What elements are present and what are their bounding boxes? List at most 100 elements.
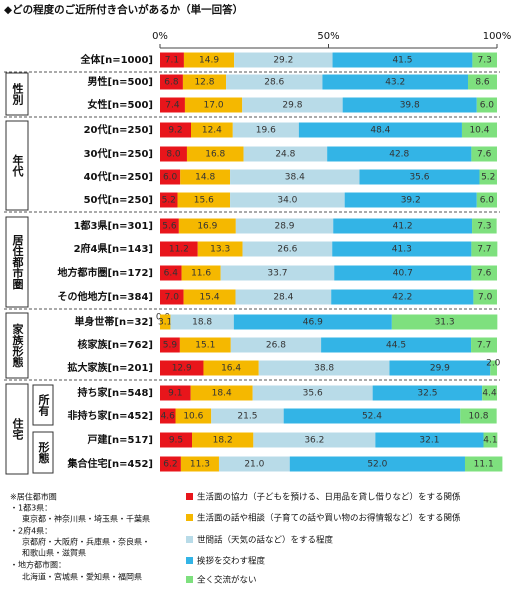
value-label: 38.4 (285, 173, 305, 183)
value-label: 11.1 (474, 460, 494, 470)
value-label: 39.2 (401, 196, 421, 206)
value-label: 7.7 (477, 341, 491, 351)
bar-segment (233, 314, 392, 330)
bar-segment (160, 169, 181, 185)
value-label: 7.3 (477, 222, 491, 232)
subgroup-label: 形態 (37, 441, 50, 463)
legend-swatch (186, 536, 193, 543)
bar-segment (230, 337, 322, 353)
bar-segment (283, 408, 461, 424)
bar-segment (177, 192, 231, 208)
bar-segment (243, 146, 328, 162)
value-label: 31.3 (435, 318, 455, 328)
value-label: 5.2 (162, 196, 176, 206)
bar-segment (391, 314, 498, 330)
bar-segment (473, 289, 497, 305)
category-label: 戸建[n=517] (87, 433, 153, 446)
value-label: 14.9 (199, 56, 219, 66)
bar-segment (298, 122, 462, 138)
value-label: 2.0 (486, 359, 501, 369)
group-label: 住宅 (11, 417, 24, 441)
bar-segment (160, 337, 180, 353)
category-label: 20代[n=250] (84, 123, 153, 136)
value-label: 11.3 (190, 460, 210, 470)
value-label: 28.6 (264, 78, 284, 88)
category-label: 女性[n=500] (87, 98, 153, 111)
footnote: ・1都3県： (10, 504, 52, 513)
value-label: 18.8 (192, 318, 212, 328)
category-label: 40代[n=250] (84, 170, 153, 183)
bar-segment (334, 265, 472, 281)
category-label: 30代[n=250] (84, 147, 153, 160)
bar-segment (472, 52, 497, 68)
value-label: 9.2 (168, 126, 182, 136)
bar-segment (160, 360, 204, 376)
bar-segment (160, 52, 184, 68)
value-label: 42.8 (389, 150, 409, 160)
group-label: 家族形態 (11, 322, 24, 367)
value-label: 3.1 (158, 318, 172, 328)
value-label: 32.5 (417, 389, 437, 399)
bar-segment (289, 456, 465, 472)
bar-segment (226, 74, 323, 90)
value-label: 44.5 (386, 341, 406, 351)
legend-label: 全く交流がない (197, 575, 257, 586)
value-label: 29.8 (282, 101, 302, 111)
legend-label: 世間話（天気の話など）をする程度 (197, 535, 334, 546)
bar-segment (160, 265, 182, 281)
value-label: 6.4 (164, 269, 179, 279)
value-label: 7.7 (477, 245, 491, 255)
value-label: 6.8 (164, 78, 179, 88)
group-box (5, 383, 29, 475)
bar-segment (211, 408, 284, 424)
bar-segment (242, 241, 333, 257)
category-label: 集合住宅[n=452] (66, 457, 153, 470)
bar-segment (483, 432, 498, 448)
subgroup-box (32, 431, 54, 474)
value-label: 42.2 (392, 293, 412, 303)
bar-segment (332, 52, 473, 68)
group-box (5, 312, 29, 379)
footnote: 京都府・大阪府・兵庫県・奈良県・ (22, 537, 150, 547)
bar-segment (232, 122, 299, 138)
value-label: 19.6 (256, 126, 276, 136)
value-label: 35.6 (303, 389, 323, 399)
value-label: 9.5 (169, 436, 183, 446)
value-label: 6.0 (480, 196, 495, 206)
bar-segment (476, 192, 497, 208)
group-label: 性別 (11, 82, 25, 106)
value-label: 15.1 (195, 341, 215, 351)
legend-swatch (186, 493, 193, 500)
value-label: 11.6 (191, 269, 211, 279)
bar-segment (170, 314, 234, 330)
bar-segment (333, 218, 473, 234)
value-label: 16.4 (221, 364, 241, 374)
value-label: 48.4 (370, 126, 390, 136)
legend-label: 生活面の協力（子どもを預ける、日用品を貸し借りなど）をする関係 (197, 492, 461, 503)
bar-segment (482, 385, 497, 401)
bar-segment (479, 169, 497, 185)
value-label: 8.0 (166, 150, 181, 160)
bar-segment (327, 146, 472, 162)
value-label: 7.6 (477, 150, 492, 160)
bar-segment (230, 192, 345, 208)
value-label: 12.8 (194, 78, 214, 88)
category-label: 持ち家[n=548] (77, 386, 153, 399)
bar-segment (258, 360, 390, 376)
bar-segment (242, 97, 343, 113)
bar-segment (331, 289, 474, 305)
value-label: 7.0 (165, 293, 180, 303)
bar-segment (160, 408, 176, 424)
bar-segment (234, 52, 333, 68)
value-label: 52.4 (362, 412, 382, 422)
value-label: 39.8 (400, 101, 420, 111)
category-label: 男性[n=500] (87, 75, 153, 88)
value-label: 21.0 (244, 460, 264, 470)
bar-segment (372, 385, 483, 401)
x-tick-label: 0% (152, 31, 168, 42)
bar-segment (190, 385, 253, 401)
value-label: 32.1 (419, 436, 439, 446)
bar-segment (471, 265, 497, 281)
value-label: 15.4 (200, 293, 220, 303)
bar-segment (230, 169, 360, 185)
